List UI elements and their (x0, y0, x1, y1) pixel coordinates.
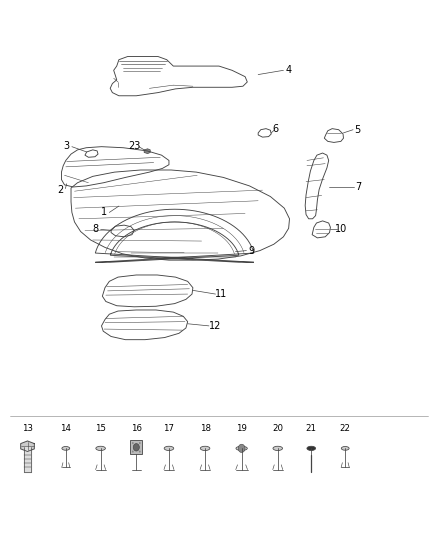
Circle shape (139, 442, 141, 444)
Text: 20: 20 (272, 424, 283, 433)
Circle shape (238, 444, 245, 453)
Ellipse shape (164, 446, 174, 450)
Text: 4: 4 (286, 66, 292, 75)
Circle shape (132, 450, 134, 453)
Circle shape (139, 450, 141, 453)
Text: 1: 1 (101, 207, 107, 217)
Text: 15: 15 (95, 424, 106, 433)
Ellipse shape (200, 446, 210, 450)
Text: 10: 10 (335, 224, 347, 235)
Text: 14: 14 (60, 424, 71, 433)
Ellipse shape (236, 446, 247, 450)
Text: 8: 8 (92, 224, 98, 235)
Circle shape (133, 443, 139, 451)
Text: 12: 12 (208, 321, 221, 331)
Polygon shape (144, 149, 150, 154)
Text: 21: 21 (306, 424, 317, 433)
Circle shape (132, 442, 134, 444)
Text: 5: 5 (354, 125, 360, 135)
Bar (130, 440, 142, 454)
Text: 23: 23 (128, 141, 140, 151)
Polygon shape (21, 441, 34, 451)
Text: 17: 17 (163, 424, 174, 433)
Text: 2: 2 (57, 184, 63, 195)
Ellipse shape (273, 446, 283, 450)
Text: 18: 18 (200, 424, 211, 433)
Ellipse shape (96, 446, 106, 450)
Text: 7: 7 (355, 182, 361, 192)
Text: 6: 6 (272, 124, 279, 134)
Text: 22: 22 (340, 424, 351, 433)
Text: 13: 13 (22, 424, 33, 433)
Ellipse shape (307, 446, 316, 450)
Text: 16: 16 (131, 424, 142, 433)
Ellipse shape (62, 447, 70, 450)
Text: 11: 11 (215, 289, 227, 299)
Text: 19: 19 (236, 424, 247, 433)
Ellipse shape (341, 447, 349, 450)
Text: 9: 9 (249, 246, 255, 256)
Text: 3: 3 (64, 141, 70, 151)
